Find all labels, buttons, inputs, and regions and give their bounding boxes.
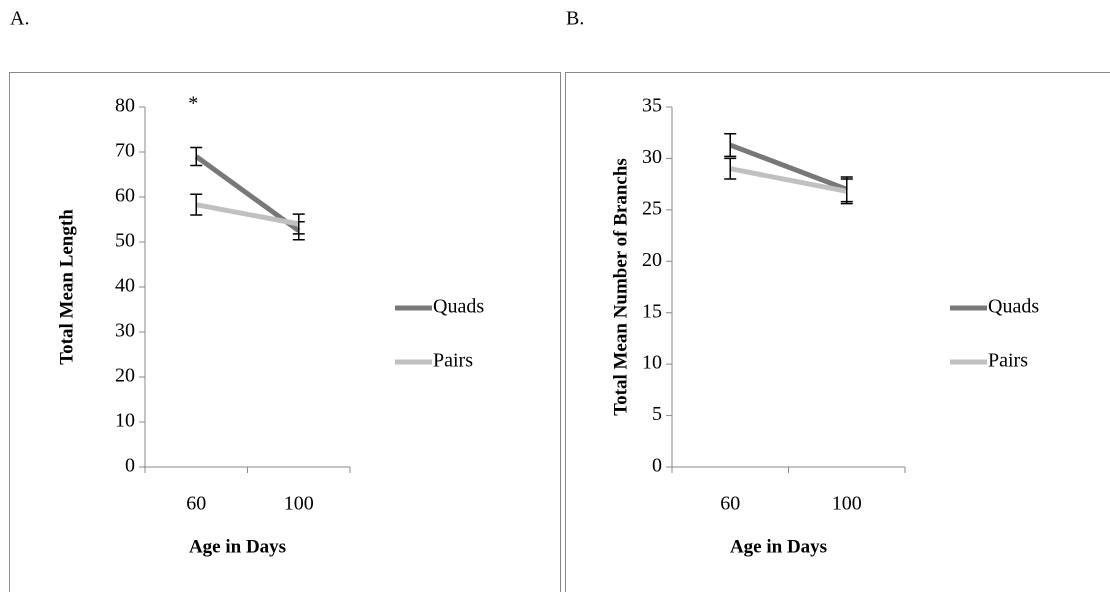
y-tick-label: 30: [642, 146, 662, 168]
series-line: [730, 145, 847, 189]
y-axis-title: Total Mean Number of Branchs: [610, 158, 631, 416]
x-tick-label: 100: [832, 493, 862, 515]
y-tick-label: 10: [115, 410, 135, 432]
x-axis-title: Age in Days: [189, 536, 286, 557]
legend-label: Pairs: [433, 350, 473, 372]
y-tick-label: 60: [115, 185, 135, 207]
y-tick-label: 70: [115, 140, 135, 162]
y-tick-label: 30: [115, 320, 135, 342]
legend-label: Quads: [988, 296, 1039, 318]
y-tick-label: 0: [125, 455, 135, 477]
series-line: [196, 205, 299, 224]
x-tick-label: 100: [284, 493, 314, 515]
y-axis-title: Total Mean Length: [56, 209, 77, 365]
y-tick-label: 5: [652, 403, 662, 425]
legend-label: Quads: [433, 296, 484, 318]
y-tick-label: 80: [115, 95, 135, 117]
y-tick-label: 25: [642, 197, 662, 219]
x-axis-title: Age in Days: [730, 536, 827, 557]
y-tick-label: 20: [115, 365, 135, 387]
annotation: *: [188, 93, 198, 115]
y-tick-label: 35: [642, 95, 662, 117]
y-tick-label: 40: [115, 275, 135, 297]
y-tick-label: 0: [652, 455, 662, 477]
legend-label: Pairs: [988, 350, 1028, 372]
panel-label: A.: [10, 8, 29, 30]
y-tick-label: 15: [642, 300, 662, 322]
x-tick-label: 60: [720, 493, 740, 515]
x-tick-label: 60: [186, 493, 206, 515]
y-tick-label: 20: [642, 249, 662, 271]
panel-label: B.: [566, 8, 584, 30]
y-tick-label: 50: [115, 230, 135, 252]
y-tick-label: 10: [642, 352, 662, 374]
